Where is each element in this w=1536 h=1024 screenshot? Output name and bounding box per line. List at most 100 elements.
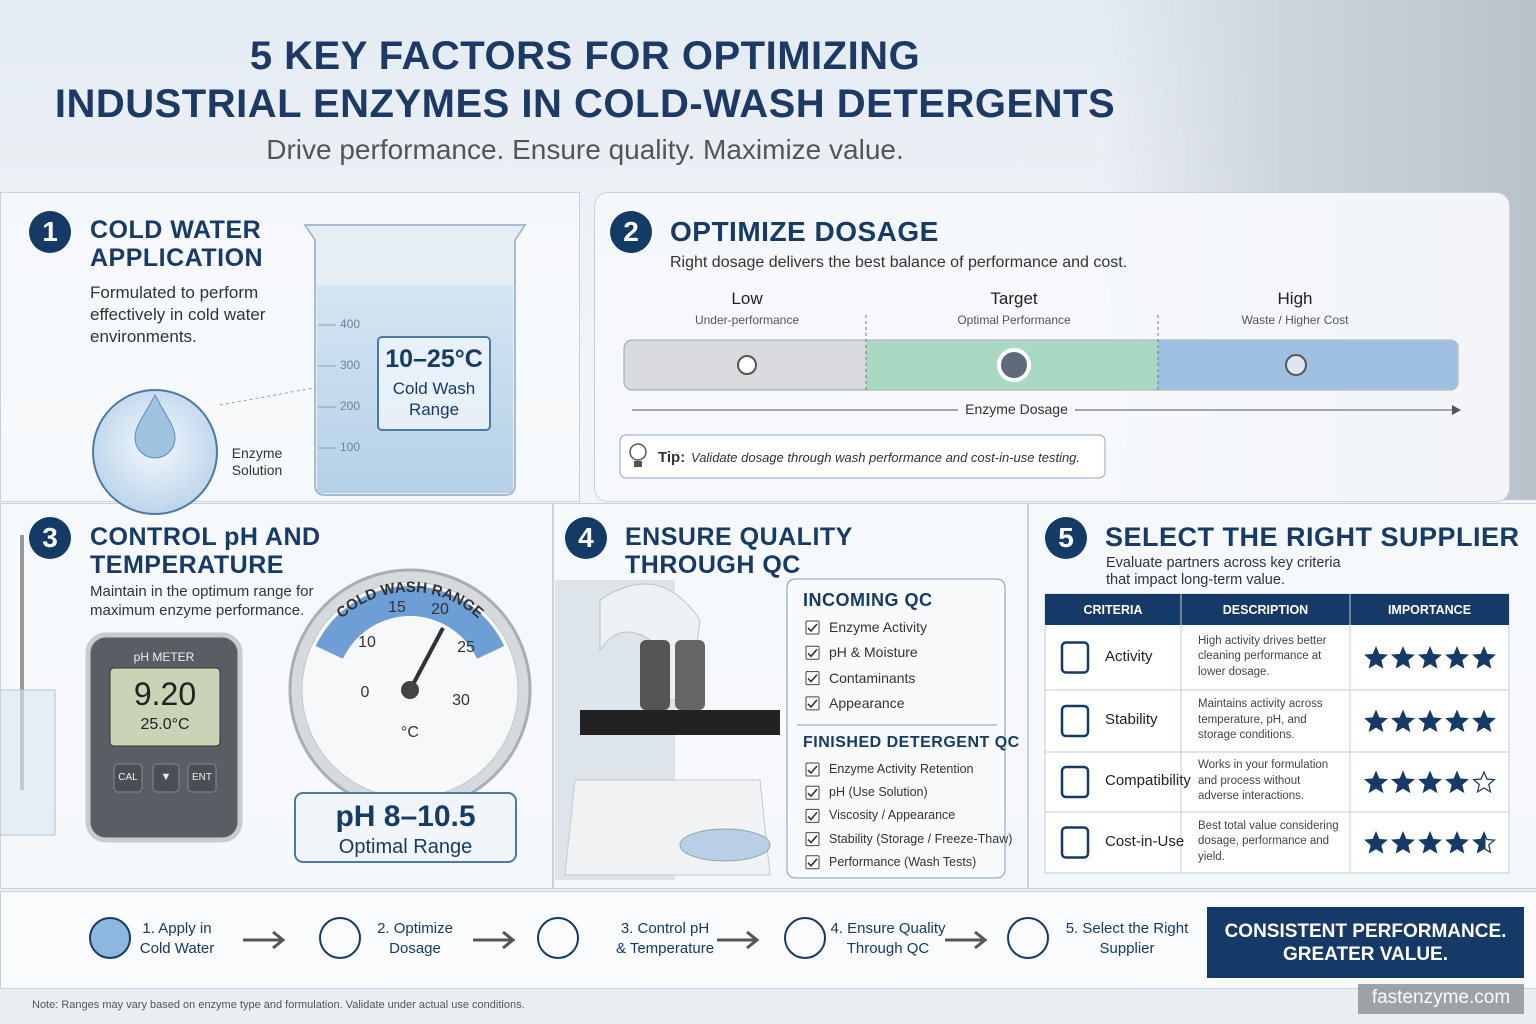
star <box>1446 772 1468 792</box>
flow-icon <box>1007 917 1049 959</box>
drop-icon <box>134 393 176 459</box>
level-name: Low <box>731 289 763 308</box>
cta-line: CONSISTENT PERFORMANCE. <box>1224 921 1507 942</box>
objective <box>640 640 670 710</box>
flow-label: 5. Select the Right <box>1065 920 1189 937</box>
dosage-dot <box>737 355 757 375</box>
check <box>807 811 818 821</box>
s5-text: Evaluate partners across key criteria th… <box>1106 555 1341 588</box>
cta-line: GREATER VALUE. <box>1282 944 1449 965</box>
star <box>1392 772 1414 792</box>
s1-text: Formulated to perform effectively in col… <box>90 283 266 346</box>
rating <box>1364 770 1496 794</box>
meter-reading: 9.20 <box>133 676 197 712</box>
check <box>807 699 818 709</box>
qc-item: Performance (Wash Tests) <box>829 854 977 869</box>
s2-title: OPTIMIZE DOSAGE <box>670 216 939 247</box>
beaker-mark: 400 <box>340 317 361 331</box>
check <box>807 765 818 775</box>
description: Maintains activity across temperature, p… <box>1198 698 1323 741</box>
s3-title: CONTROL pH AND TEMPERATURE <box>90 523 321 579</box>
star-outline <box>1472 770 1496 794</box>
ph-box <box>294 792 517 863</box>
petri-dish <box>679 828 771 862</box>
drop-label: Enzyme Solution <box>231 445 283 478</box>
note-text: Ranges may vary based on enzyme type and… <box>61 999 525 1011</box>
star <box>1392 647 1414 668</box>
ph-label: Optimal Range <box>338 836 473 858</box>
criterion-icon <box>1060 826 1090 859</box>
button <box>152 763 180 793</box>
title-line: THROUGH QC <box>625 551 801 579</box>
note: Note: Ranges may vary based on enzyme ty… <box>32 999 525 1011</box>
dosage-high <box>1158 341 1457 389</box>
subtitle: Drive performance. Ensure quality. Maxim… <box>266 134 904 165</box>
range-value: 10–25°C <box>385 345 483 373</box>
title-line: ENSURE QUALITY <box>625 523 853 551</box>
criterion-icon <box>1060 641 1090 674</box>
beaker-mark: 200 <box>340 399 361 413</box>
gauge-tick-label: 30 <box>452 692 470 709</box>
rating <box>1364 645 1496 669</box>
qc-item: Appearance <box>829 694 905 711</box>
checkbox <box>805 832 820 847</box>
flow-arrow <box>243 930 286 950</box>
title-line: 5 KEY FACTORS FOR OPTIMIZING <box>249 34 921 78</box>
gauge-tick-label: 20 <box>431 601 449 618</box>
flow-arrow <box>945 930 988 950</box>
qc-heading: FINISHED DETERGENT QC <box>803 734 1020 751</box>
level-desc: Waste / Higher Cost <box>1241 313 1349 327</box>
s4-title: ENSURE QUALITY THROUGH QC <box>625 523 853 579</box>
flow-arrow <box>473 930 516 950</box>
axis-arrow <box>1452 405 1461 415</box>
star <box>1446 711 1468 731</box>
note-label: Note: <box>32 999 59 1011</box>
level-desc: Optimal Performance <box>957 313 1071 327</box>
checkbox <box>805 762 820 777</box>
s2-text: Right dosage delivers the best balance o… <box>670 254 1128 271</box>
flow-icon <box>319 917 361 959</box>
star <box>1473 711 1495 731</box>
step-number: 5 <box>1045 517 1087 559</box>
rating <box>1364 709 1496 733</box>
description: High activity drives better cleaning per… <box>1198 634 1327 678</box>
flow-label: 4. Ensure Quality <box>830 920 946 937</box>
check <box>807 788 818 798</box>
needle-hub <box>401 681 419 699</box>
gauge-tick-label: 0 <box>361 684 370 701</box>
needle <box>408 627 445 691</box>
table-header-cell: CRITERIA <box>1083 603 1143 617</box>
star <box>1473 832 1486 853</box>
objective <box>675 640 705 710</box>
flow-icon <box>784 917 826 959</box>
checkbox <box>805 620 820 635</box>
gauge-tick-label: 25 <box>457 639 475 656</box>
bulb-icon <box>629 443 647 461</box>
check <box>807 648 818 658</box>
flow-label: 2. Optimize <box>377 920 453 937</box>
star <box>1419 711 1441 731</box>
s1-title: COLD WATER APPLICATION <box>90 216 263 272</box>
flow-label: Cold Water <box>139 940 215 957</box>
qc-item: pH (Use Solution) <box>829 785 928 800</box>
connector <box>219 384 331 406</box>
checkbox <box>805 808 820 823</box>
gauge-unit: °C <box>401 724 419 741</box>
criterion-icon <box>1060 704 1090 738</box>
cta: CONSISTENT PERFORMANCE. GREATER VALUE. <box>1207 920 1524 966</box>
title: 5 KEY FACTORS FOR OPTIMIZING INDUSTRIAL E… <box>20 32 1150 128</box>
s3-text: Maintain in the optimum range for maximu… <box>90 583 314 619</box>
check <box>807 858 818 867</box>
stage <box>580 710 780 735</box>
beaker-mark: 100 <box>340 440 361 454</box>
table-header <box>1045 594 1509 625</box>
description: Works in your formulation and process wi… <box>1198 759 1329 802</box>
beaker-mark: 300 <box>340 358 361 372</box>
flow-icon <box>89 917 131 959</box>
title-line: COLD WATER <box>90 216 262 244</box>
check <box>807 674 818 683</box>
bulb-base <box>634 461 642 467</box>
meter-label: pH METER <box>133 650 195 664</box>
